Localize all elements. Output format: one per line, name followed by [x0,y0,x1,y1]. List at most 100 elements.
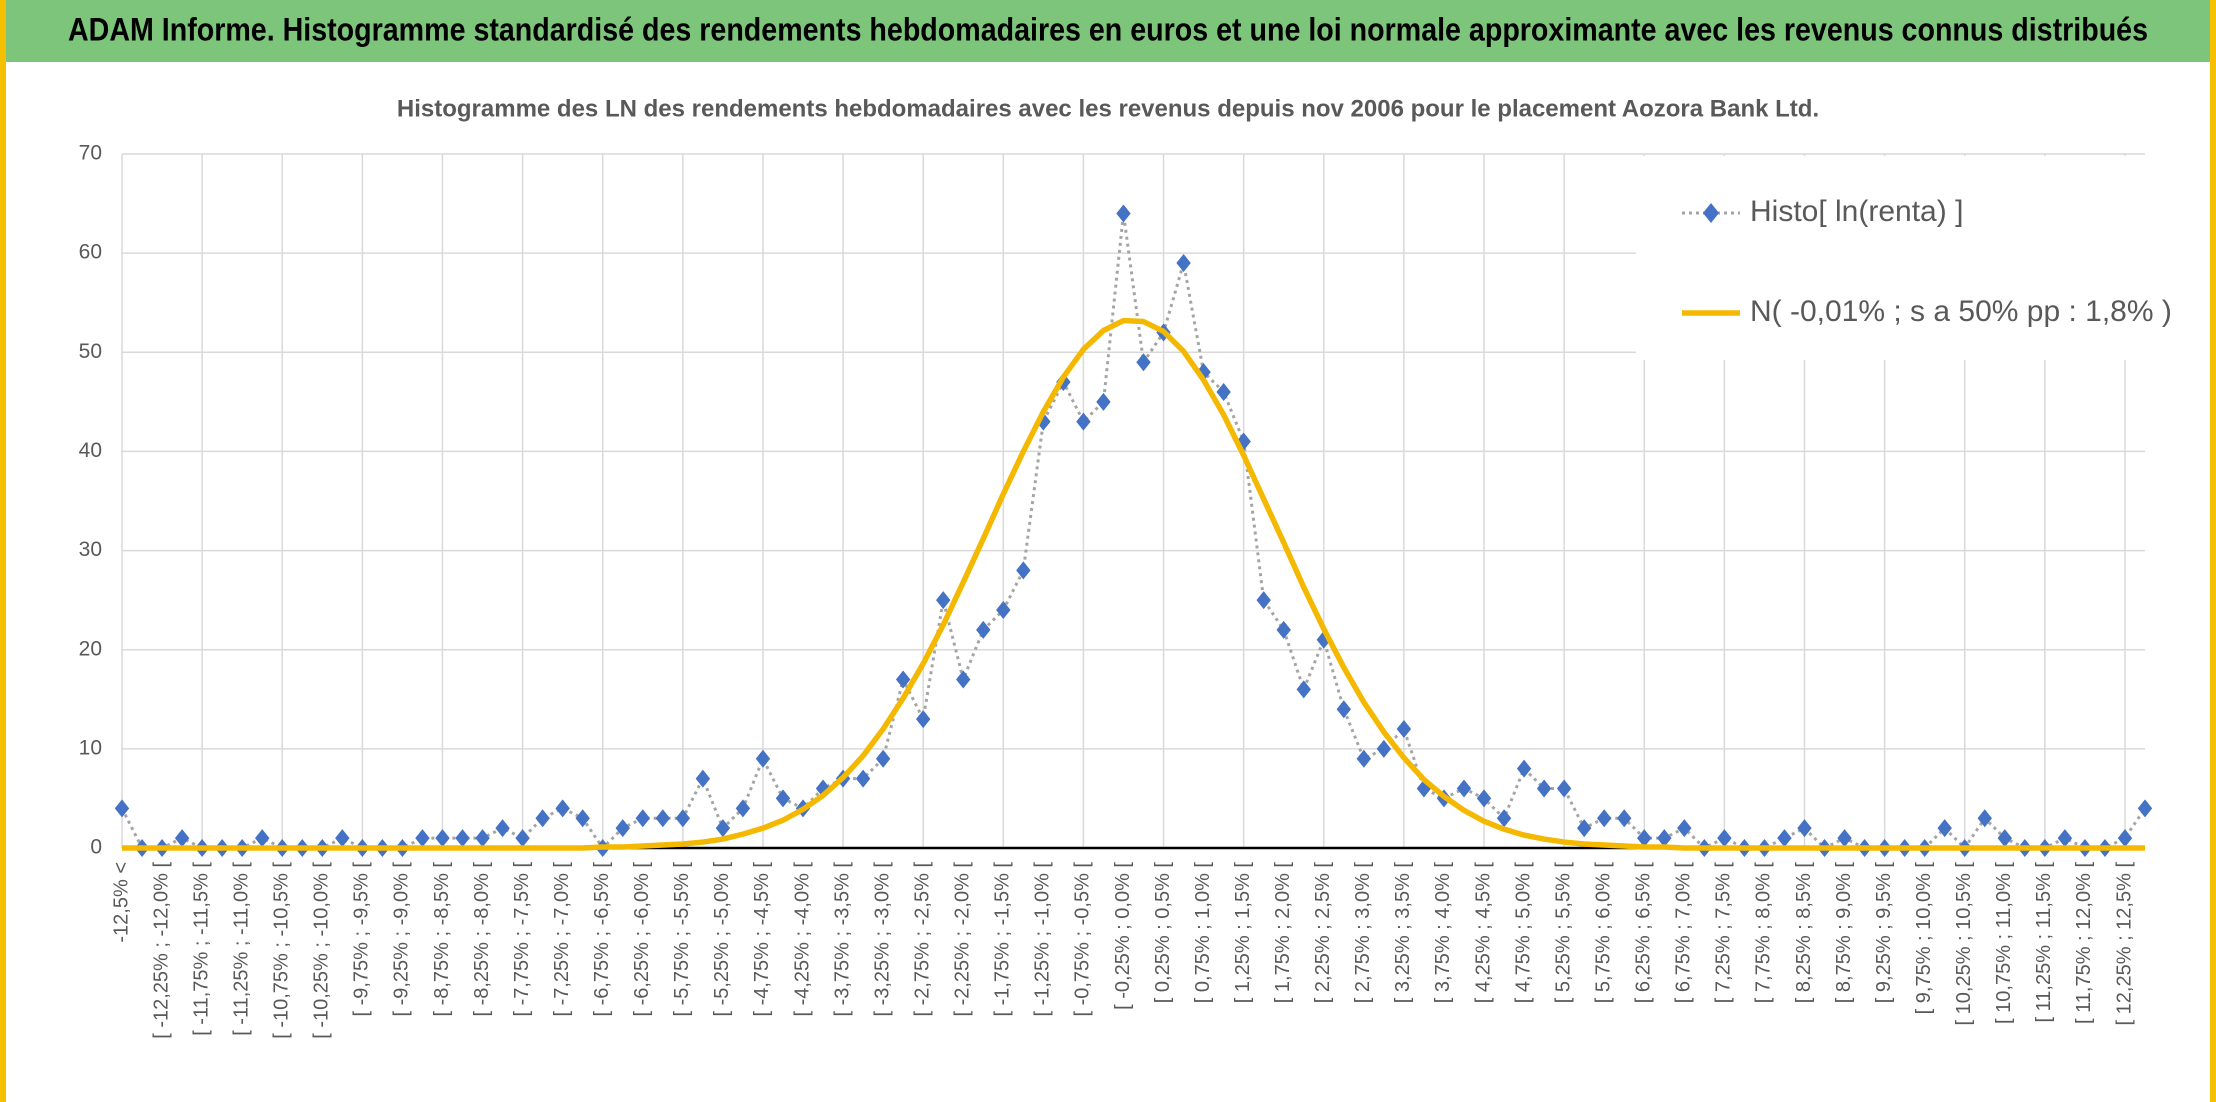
legend-label: N( -0,01% ; s a 50% pp : 1,8% ) [1750,295,2172,328]
y-tick-label: 10 [79,736,102,759]
x-tick-label: [ -0,25% ; 0,0% [ [1112,862,1134,1010]
header-band [0,0,2216,62]
x-tick-label: [ 1,75% ; 2,0% [ [1272,862,1294,1004]
y-tick-label: 50 [79,340,102,363]
data-point [1356,749,1372,768]
x-tick-label: [ 2,25% ; 2,5% [ [1312,862,1334,1004]
x-tick-label: [ 2,75% ; 3,0% [ [1352,862,1374,1004]
data-point [475,829,490,848]
data-point [1216,382,1231,401]
right-border [2210,0,2216,1102]
x-tick-label: [ -11,75% ; -11,5% [ [190,862,212,1036]
series-line [120,211,2147,850]
data-point [1677,819,1692,838]
data-point [1336,700,1352,719]
x-tick-label: [ -9,25% ; -9,0% [ [391,862,413,1017]
x-tick-label: [ 7,75% ; 8,0% [ [1753,862,1775,1004]
x-tick-label: [ 10,75% ; 11,0% [ [1993,862,2015,1024]
data-point [1596,809,1612,828]
data-point [174,829,190,848]
data-point [1496,809,1512,828]
data-point [1016,561,1031,580]
data-point [335,829,350,848]
data-point [1536,779,1552,798]
y-tick-label: 20 [79,637,102,660]
data-point [1576,819,1592,838]
data-point [1516,759,1532,778]
data-point [1797,819,1812,838]
x-tick-label: [ -12,25% ; -12,0% [ [150,862,172,1039]
x-tick-label: [ 3,25% ; 3,5% [ [1392,862,1414,1004]
data-point [735,799,751,818]
chart-title: Histogramme des LN des rendements hebdom… [397,95,1819,122]
x-tick-label: [ 0,25% ; 0,5% [ [1152,862,1174,1004]
x-tick-label: [ -1,75% ; -1,5% [ [992,862,1014,1017]
data-point [1196,363,1211,382]
x-tick-label: [ -5,25% ; -5,0% [ [711,862,733,1017]
x-tick-label: [ 4,75% ; 5,0% [ [1512,862,1534,1004]
data-point [114,799,130,818]
data-point [1456,779,1472,798]
x-tick-label: [ 6,25% ; 6,5% [ [1633,862,1655,1004]
x-tick-label: [ -11,25% ; -11,0% [ [230,862,252,1036]
data-point [515,829,530,848]
x-tick-label: [ 7,25% ; 7,5% [ [1713,862,1735,1004]
x-tick-label: [ -1,25% ; -1,0% [ [1032,862,1054,1017]
x-tick-label: [ -6,25% ; -6,0% [ [631,862,653,1017]
data-point [715,819,731,838]
data-point [255,829,270,848]
x-tick-label: [ 1,25% ; 1,5% [ [1232,862,1254,1004]
x-tick-label: [ 5,25% ; 5,5% [ [1552,862,1574,1004]
data-point [455,829,470,848]
data-point [555,799,570,818]
data-point [915,710,931,729]
data-point [895,670,911,689]
x-tick-label: [ -2,25% ; -2,0% [ [952,862,974,1017]
data-point [1657,829,1672,848]
x-tick-label: [ -4,75% ; -4,5% [ [751,862,773,1017]
series-line [122,317,2145,851]
x-tick-label: [ 5,75% ; 6,0% [ [1592,862,1614,1004]
x-tick-label: [ -3,75% ; -3,5% [ [831,862,853,1017]
x-tick-label: [ -0,75% ; -0,5% [ [1072,862,1094,1017]
data-point [1136,353,1151,372]
x-tick-label: [ 6,75% ; 7,0% [ [1673,862,1695,1004]
data-point [775,789,791,808]
data-point [2117,829,2133,848]
legend-marker [1703,203,1719,223]
data-point [1977,809,1992,828]
data-point [655,809,671,828]
data-point [1476,789,1492,808]
y-tick-label: 60 [79,241,102,264]
data-point [1617,809,1632,828]
data-point [815,779,831,798]
data-point [996,601,1011,620]
data-point [956,670,971,689]
x-tick-label: [ -10,75% ; -10,5% [ [271,862,293,1039]
x-tick-label: [ 8,25% ; 8,5% [ [1793,862,1815,1004]
data-point [2137,799,2153,818]
data-point [1116,204,1131,223]
x-tick-label: [ 10,25% ; 10,5% [ [1953,862,1975,1026]
x-tick-label: [ 9,25% ; 9,5% [ [1873,862,1895,1004]
data-point [2057,829,2073,848]
data-point [1276,620,1291,639]
data-point [1997,829,2012,848]
x-tick-label: [ -7,75% ; -7,5% [ [511,862,533,1017]
data-point [1296,680,1311,699]
data-point [635,809,650,828]
data-point [1937,819,1952,838]
x-tick-label: [ -3,25% ; -3,0% [ [871,862,893,1017]
data-point [1777,829,1792,848]
data-point [976,620,991,639]
header-title: ADAM Informe. Histogramme standardisé de… [68,11,2148,47]
y-tick-label: 30 [79,538,102,561]
data-point [575,809,590,828]
legend-label: Histo[ ln(renta) ] [1750,195,1963,228]
x-tick-label: [ -6,75% ; -6,5% [ [591,862,613,1017]
data-point [695,769,711,788]
x-tick-label: [ 12,25% ; 12,5% [ [2113,862,2135,1026]
data-point [1176,254,1191,273]
